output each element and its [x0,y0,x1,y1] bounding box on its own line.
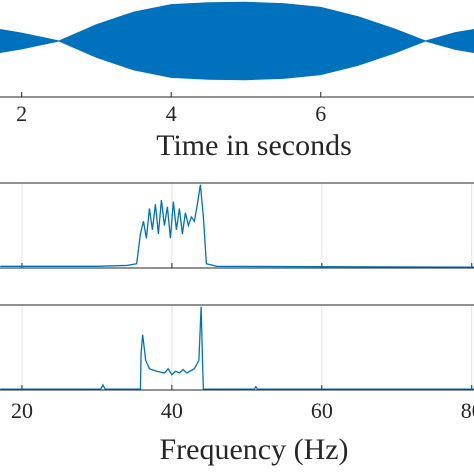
x-axis-label: Time in seconds [156,129,352,162]
spectrum-line [0,184,474,268]
x-tick-label: 20 [11,398,33,423]
x-tick-label: 60 [311,398,333,423]
spectrum-line [0,306,474,390]
x-tick-label: 6 [315,101,326,126]
x-tick-label: 4 [166,101,177,126]
signal-envelope [0,1,474,81]
x-tick-label: 2 [16,101,27,126]
x-axis-label: Frequency (Hz) [159,433,348,466]
x-tick-label: 40 [161,398,183,423]
x-tick-label: 80 [461,398,474,423]
